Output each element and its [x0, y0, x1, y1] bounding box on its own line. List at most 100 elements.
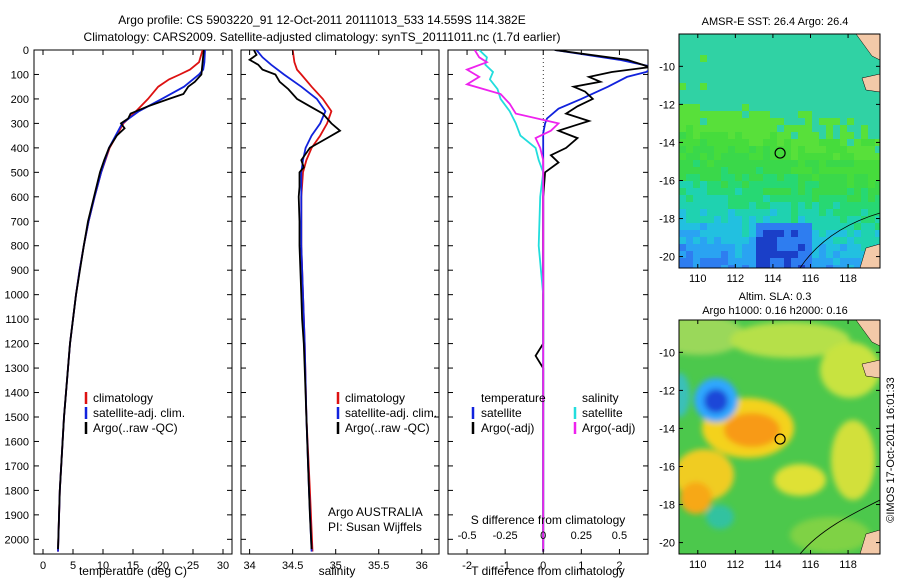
- sst-cell: [791, 125, 799, 133]
- sst-cell: [749, 62, 757, 70]
- sst-cell: [686, 223, 694, 231]
- sst-cell: [826, 111, 834, 119]
- sst-cell: [854, 83, 862, 91]
- sst-cell: [784, 230, 792, 238]
- sst-cell: [826, 62, 834, 70]
- sst-cell: [728, 139, 736, 147]
- sst-cell: [693, 181, 701, 189]
- sst-cell: [812, 41, 820, 49]
- series-line-climatology: [57, 50, 204, 552]
- sst-cell: [721, 146, 729, 154]
- series-line-t-satellite: [542, 50, 648, 552]
- sst-cell: [693, 195, 701, 203]
- sst-cell: [826, 139, 834, 147]
- x-tick-label: 15: [127, 560, 139, 572]
- sst-cell: [756, 223, 764, 231]
- sst-cell: [784, 55, 792, 63]
- sst-cell: [749, 237, 757, 245]
- sst-cell: [728, 188, 736, 196]
- sst-cell: [840, 62, 848, 70]
- x-tick-label: 35: [330, 560, 342, 572]
- sst-cell: [791, 160, 799, 168]
- sst-cell: [791, 97, 799, 105]
- sst-cell: [721, 244, 729, 252]
- sst-cell: [763, 118, 771, 126]
- sst-cell: [679, 244, 687, 252]
- sst-cell: [861, 111, 869, 119]
- sst-cell: [798, 76, 806, 84]
- sst-cell: [798, 153, 806, 161]
- sst-cell: [861, 216, 869, 224]
- map-x-tick-label: 110: [689, 273, 707, 285]
- sst-cell: [686, 62, 694, 70]
- depth-tick-label: 500: [11, 167, 29, 179]
- sst-cell: [721, 223, 729, 231]
- sst-cell: [798, 195, 806, 203]
- sst-cell: [777, 125, 785, 133]
- sst-cell: [833, 167, 841, 175]
- sst-cell: [721, 139, 729, 147]
- sst-cell: [763, 111, 771, 119]
- sst-cell: [791, 41, 799, 49]
- sst-cell: [728, 160, 736, 168]
- sst-cell: [686, 209, 694, 217]
- sst-cell: [763, 174, 771, 182]
- difference-legend: temperature satellite Argo(-adj) salinit…: [471, 391, 635, 435]
- argo-pi: PI: Susan Wijffels: [328, 520, 422, 534]
- sst-cell: [693, 111, 701, 119]
- sst-cell: [777, 139, 785, 147]
- sst-cell: [721, 167, 729, 175]
- sst-cell: [693, 118, 701, 126]
- temperature-plot: [57, 50, 206, 552]
- sst-cell: [735, 132, 743, 140]
- sst-cell: [784, 195, 792, 203]
- sst-cell: [763, 160, 771, 168]
- sst-cell: [679, 188, 687, 196]
- sst-cell: [826, 174, 834, 182]
- sla-map-axes: 110 112 114 116 118 -10 -12 -14 -16 -18 -20: [659, 320, 880, 571]
- sst-cell: [735, 153, 743, 161]
- sst-cell: [686, 111, 694, 119]
- sst-cell: [742, 83, 750, 91]
- sst-cell: [819, 237, 827, 245]
- sst-cell: [798, 132, 806, 140]
- sst-cell: [826, 97, 834, 105]
- sst-cell: [791, 48, 799, 56]
- sst-cell: [707, 55, 715, 63]
- sst-cell: [742, 265, 750, 268]
- sst-cell: [798, 90, 806, 98]
- sst-cell: [686, 118, 694, 126]
- sst-cell: [875, 209, 880, 217]
- sst-cell: [686, 230, 694, 238]
- sst-cell: [756, 216, 764, 224]
- sst-cell: [861, 230, 869, 238]
- sst-cell: [833, 209, 841, 217]
- sst-cell: [805, 153, 813, 161]
- sst-cell: [735, 223, 743, 231]
- series-line-argo-raw-qc-: [57, 50, 205, 550]
- sst-cell: [812, 258, 820, 266]
- sst-cell: [763, 216, 771, 224]
- sst-cell: [714, 216, 722, 224]
- sst-cell: [679, 195, 687, 203]
- sst-cell: [742, 55, 750, 63]
- sst-cell: [742, 104, 750, 112]
- sst-cell: [679, 146, 687, 154]
- sst-cell: [868, 146, 876, 154]
- sst-cell: [854, 216, 862, 224]
- map-x-tick-label: 116: [802, 559, 820, 571]
- sst-cell: [749, 125, 757, 133]
- sst-cell: [714, 146, 722, 154]
- sst-cell: [798, 69, 806, 77]
- series-line-satellite-adj-clim-: [255, 50, 327, 552]
- map-x-tick-label: 114: [764, 273, 782, 285]
- sst-cell: [812, 55, 820, 63]
- sst-cell: [840, 111, 848, 119]
- sst-cell: [833, 174, 841, 182]
- sst-cell: [812, 125, 820, 133]
- sst-cell: [805, 97, 813, 105]
- sst-cell: [840, 181, 848, 189]
- sst-cell: [819, 125, 827, 133]
- sst-cell: [749, 69, 757, 77]
- sst-cell: [854, 76, 862, 84]
